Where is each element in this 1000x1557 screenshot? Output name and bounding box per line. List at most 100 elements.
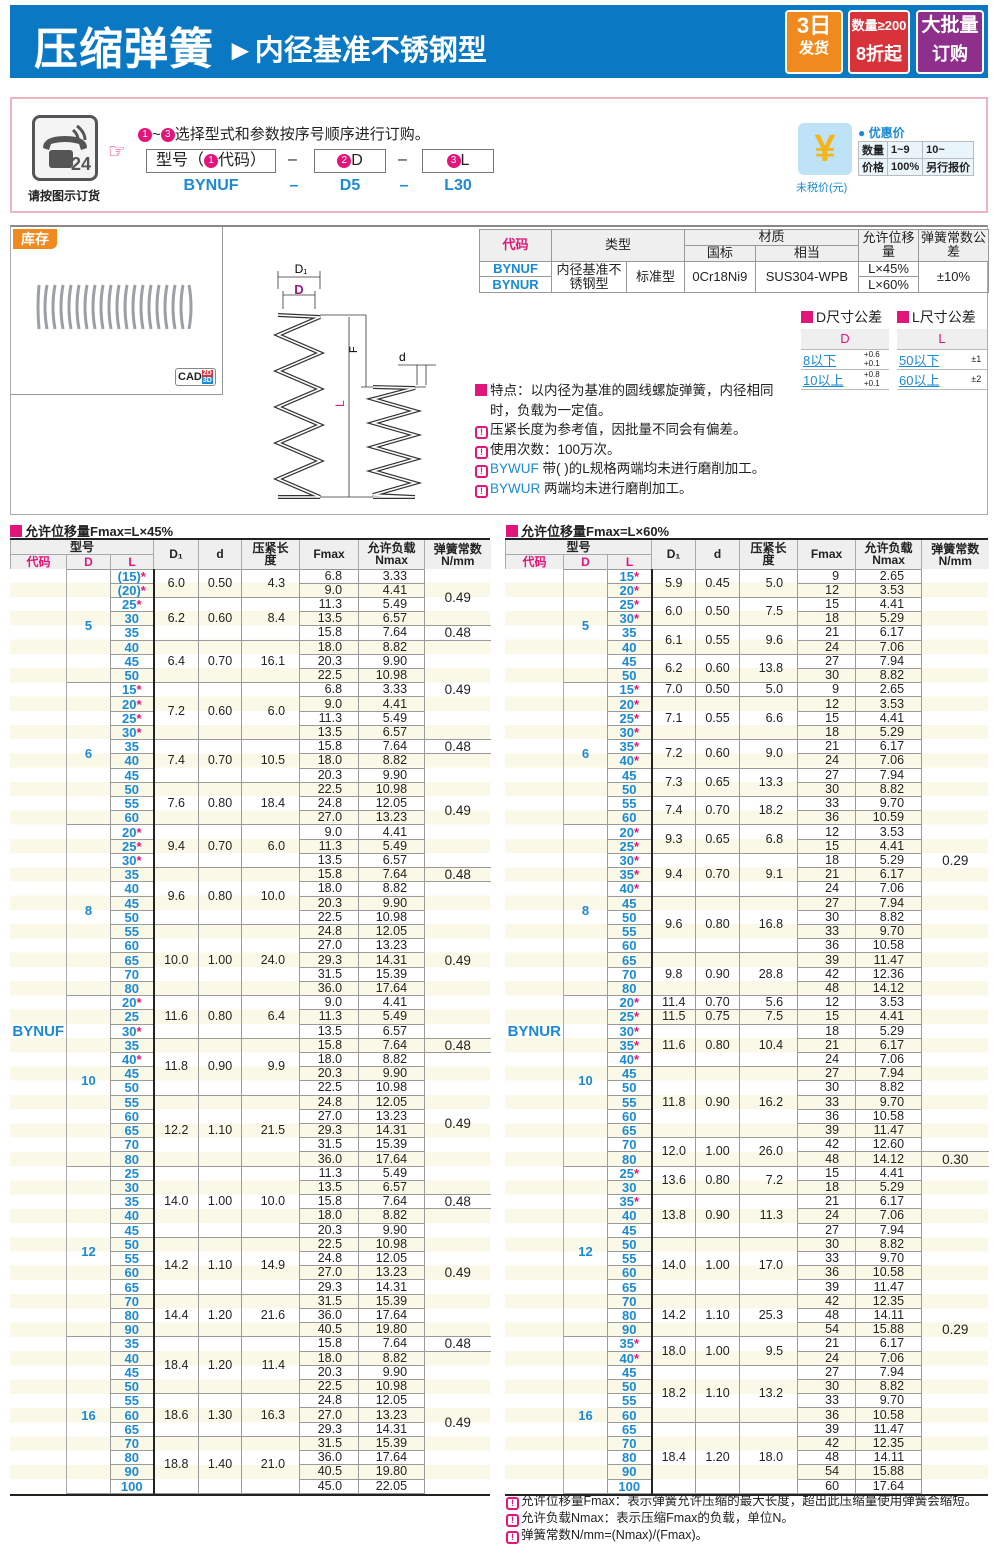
nmax-cell: 7.64 — [358, 739, 426, 755]
table-row: 40* 24 7.06 — [506, 753, 989, 769]
nmax-cell: 8.82 — [358, 881, 426, 897]
nmax-cell: 12.35 — [855, 1293, 923, 1309]
table-row: 40* 24 7.06 — [506, 881, 989, 897]
nmax-cell: 17.64 — [358, 1450, 426, 1466]
fmax-cell: 18 — [797, 724, 857, 741]
table-row: 16 35* 18.0 1.00 9.5 21 6.17 — [506, 1336, 989, 1494]
l-cell: 60 — [606, 938, 653, 954]
nmax-cell: 10.59 — [855, 810, 923, 826]
l-cell: 40* — [606, 1051, 653, 1068]
l-cell: 25 — [109, 1165, 155, 1181]
fmax-cell: 21 — [797, 739, 857, 755]
nmax-cell: 11.47 — [855, 1123, 923, 1139]
label-wire-d: d — [399, 350, 406, 364]
nmax-cell: 8.82 — [855, 668, 923, 684]
wire-d-cell: 1.00 — [695, 1236, 741, 1295]
lower: +0.1 — [863, 359, 880, 368]
d1-cell: 18.0 — [651, 1336, 697, 1366]
wire-d-cell: 0.70 — [198, 824, 243, 869]
spring-constant-cell: 0.49 — [424, 1052, 491, 1195]
label-d1: D₁ — [295, 262, 308, 276]
nmax-cell: 14.31 — [358, 952, 426, 968]
cell: 价格 — [858, 158, 888, 176]
cell: 数量 — [858, 141, 888, 159]
solid-length-cell: 8.4 — [241, 596, 301, 641]
fmax-cell: 27 — [797, 895, 857, 911]
d1-cell: 7.2 — [153, 682, 200, 741]
header-k-tolerance: 弹簧常数公差 — [918, 229, 989, 262]
table-row: 45 11.8 0.90 16.2 27 7.94 — [506, 1066, 989, 1139]
header-d: D — [563, 554, 608, 569]
fmax-cell: 15 — [797, 596, 857, 613]
fmax-cell: 24 — [797, 753, 857, 769]
spec-table: 代码 类型 材质 允许位移量 弹簧常数公差 国标 相当 BYNUF 内径基准不锈钢型 标准型 0… — [479, 229, 989, 293]
d-cell: 6 — [66, 682, 111, 826]
table-row: 40 18.0 8.82 0.49 — [11, 1350, 491, 1494]
nmax-cell: 5.49 — [358, 838, 426, 854]
l-cell: 40* — [109, 1051, 155, 1068]
fmax-cell: 9.0 — [299, 824, 360, 840]
table-row: 30* 13.5 6.57 — [11, 1023, 491, 1039]
d-tolerance-title: D尺寸公差 — [801, 307, 882, 327]
l-cell: 70 — [109, 1137, 155, 1153]
l-cell: 50 — [606, 909, 653, 925]
star-mark: * — [136, 725, 142, 741]
header-l: L — [606, 554, 652, 569]
l-cell: 20* — [109, 696, 155, 712]
header-solid-length: 压紧长度 — [241, 540, 300, 569]
l-cell: 80 — [606, 1450, 653, 1466]
cad-download-badge[interactable]: CAD 2D 3D — [175, 368, 216, 386]
fmax-cell: 29.3 — [299, 952, 360, 968]
spring-constant-cell: 0.49 — [424, 753, 491, 868]
spring-constant-cell: 0.49 — [424, 569, 491, 626]
table-row: 35 11.8 0.90 9.9 15.8 7.64 0.48 — [11, 1037, 491, 1096]
discount-table: 数量 1~9 10~ 价格 100% 另行报价 — [858, 141, 975, 176]
table-row: 6 15* 7.0 0.50 5.0 9 2.65 — [506, 682, 989, 826]
header-material: 材质 — [684, 229, 859, 246]
solid-length-cell: 16.8 — [739, 895, 799, 954]
upper: +0.6 — [863, 350, 880, 359]
nmax-cell: 5.29 — [855, 852, 923, 869]
nmax-cell: 11.47 — [855, 1279, 923, 1295]
d-cell: 8 — [563, 824, 608, 997]
solid-length-cell: 11.3 — [739, 1194, 799, 1238]
nmax-cell: 11.47 — [855, 1421, 923, 1437]
nmax-cell: 17.64 — [358, 980, 426, 997]
nmax-cell: 8.82 — [855, 909, 923, 925]
wire-d-cell: 0.55 — [695, 625, 741, 655]
box-label: 代码） — [218, 152, 267, 169]
table-row: (20)* 9.0 4.41 — [11, 582, 491, 598]
note-feature: 特点：以内径为基准的圆线螺旋弹簧，内径相同时，负载为一定值。 — [475, 381, 775, 420]
fmax-cell: 15.8 — [299, 625, 360, 641]
nmax-cell: 4.41 — [855, 838, 923, 854]
fmax-cell: 36 — [797, 1108, 857, 1125]
wire-d-cell: 0.70 — [695, 852, 741, 897]
l-cell: 30* — [606, 1023, 653, 1039]
l-cell: (20)* — [109, 582, 155, 598]
notes: 特点：以内径为基准的圆线螺旋弹簧，内径相同时，负载为一定值。 ! 压紧长度为参考值… — [475, 381, 775, 498]
solid-length-cell: 21.6 — [241, 1293, 301, 1338]
note-text: 使用次数：100万次。 — [490, 441, 621, 457]
nmax-cell: 14.31 — [358, 1421, 426, 1437]
l-cell: 55 — [109, 1250, 155, 1267]
nmax-cell: 9.90 — [358, 767, 426, 783]
l-cell: 35* — [606, 739, 653, 755]
l-cell: 25 — [109, 1009, 155, 1025]
header-l: L — [109, 554, 154, 569]
l-cell: 50 — [606, 1236, 653, 1253]
nmax-cell: 4.41 — [358, 582, 426, 598]
badge-bulk-order: 大批量 订购 — [916, 10, 984, 74]
cell: 100% — [886, 158, 924, 176]
table-row: 50 14.2 1.10 14.9 22.5 10.98 — [11, 1236, 491, 1295]
code-cell: BYNUR — [505, 569, 564, 1494]
l-cell: 55 — [109, 923, 155, 940]
fmax-cell: 22.5 — [299, 781, 360, 798]
spring-constant-cell: 0.48 — [424, 867, 491, 883]
note-code: BYWUR — [490, 480, 541, 496]
l-range: 60以上 — [897, 369, 966, 390]
nmax-cell: 4.41 — [855, 710, 923, 726]
nmax-cell: 10.58 — [855, 1265, 923, 1281]
star-mark: * — [136, 852, 142, 868]
nmax-cell: 17.64 — [358, 1151, 426, 1167]
nmax-cell: 5.29 — [855, 1023, 923, 1039]
